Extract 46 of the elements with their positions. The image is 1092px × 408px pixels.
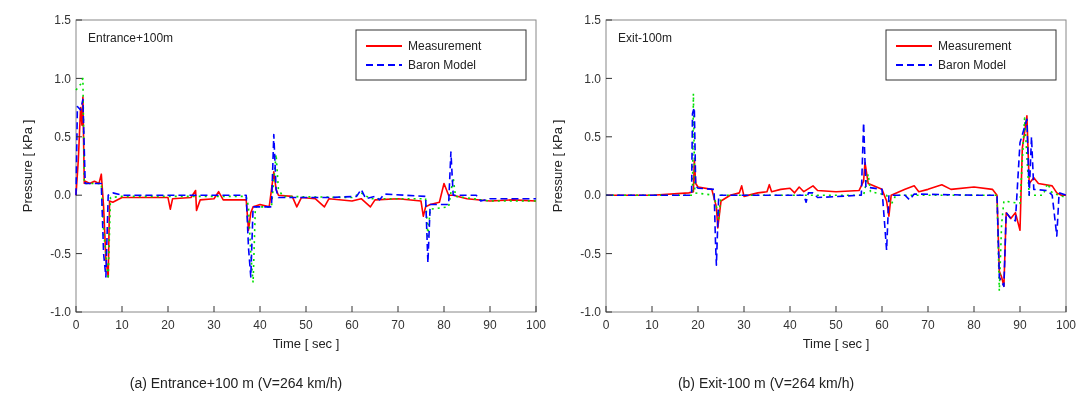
y-tick-label: 1.0 [54, 71, 72, 86]
x-tick-label: 50 [299, 318, 313, 332]
x-tick-label: 90 [483, 318, 497, 332]
x-tick-label: 60 [345, 318, 359, 332]
x-tick-label: 40 [253, 318, 267, 332]
y-axis-title: Pressure [ kPa ] [20, 119, 35, 213]
x-tick-label: 100 [1055, 318, 1077, 332]
x-tick-label: 20 [161, 318, 175, 332]
x-tick-label: 10 [645, 318, 659, 332]
y-tick-label: 1.0 [584, 71, 602, 86]
y-tick-label: -0.5 [580, 246, 602, 261]
y-tick-label: -1.0 [50, 305, 72, 320]
legend-label: Baron Model [938, 58, 1007, 73]
x-tick-label: 70 [921, 318, 935, 332]
y-tick-label: 0.5 [584, 130, 602, 144]
legend-label: Baron Model [408, 58, 477, 73]
y-tick-label: -0.5 [50, 246, 72, 261]
text: (a) Entrance+100 m (V=264 km/h) [129, 375, 343, 391]
x-tick-label: 60 [875, 318, 889, 332]
x-tick-label: 40 [783, 318, 797, 332]
y-tick-label: 1.5 [54, 13, 72, 28]
x-tick-label: 0 [72, 318, 80, 332]
y-tick-label: -1.0 [580, 305, 602, 320]
x-tick-label: 100 [525, 318, 547, 332]
y-tick-label: 0.5 [54, 130, 72, 144]
x-axis-title: Time [ sec ] [272, 336, 340, 351]
y-tick-label: 1.5 [584, 13, 602, 28]
annotation: Exit-100m [618, 31, 673, 45]
legend-label: Measurement [408, 39, 483, 54]
x-tick-label: 80 [437, 318, 451, 332]
x-tick-label: 50 [829, 318, 843, 332]
legend-label: Measurement [938, 39, 1013, 54]
y-axis-title: Pressure [ kPa ] [550, 119, 565, 213]
y-tick-label: 0.0 [54, 188, 72, 203]
x-tick-label: 20 [691, 318, 705, 332]
y-tick-label: 0.0 [584, 188, 602, 203]
x-tick-label: 30 [207, 318, 221, 332]
x-tick-label: 0 [602, 318, 610, 332]
x-tick-label: 70 [391, 318, 405, 332]
x-tick-label: 30 [737, 318, 751, 332]
annotation: Entrance+100m [88, 31, 174, 45]
x-axis-title: Time [ sec ] [802, 336, 870, 351]
x-tick-label: 80 [967, 318, 981, 332]
text: (b) Exit-100 m (V=264 km/h) [677, 375, 855, 391]
x-tick-label: 90 [1013, 318, 1027, 332]
x-tick-label: 10 [115, 318, 129, 332]
